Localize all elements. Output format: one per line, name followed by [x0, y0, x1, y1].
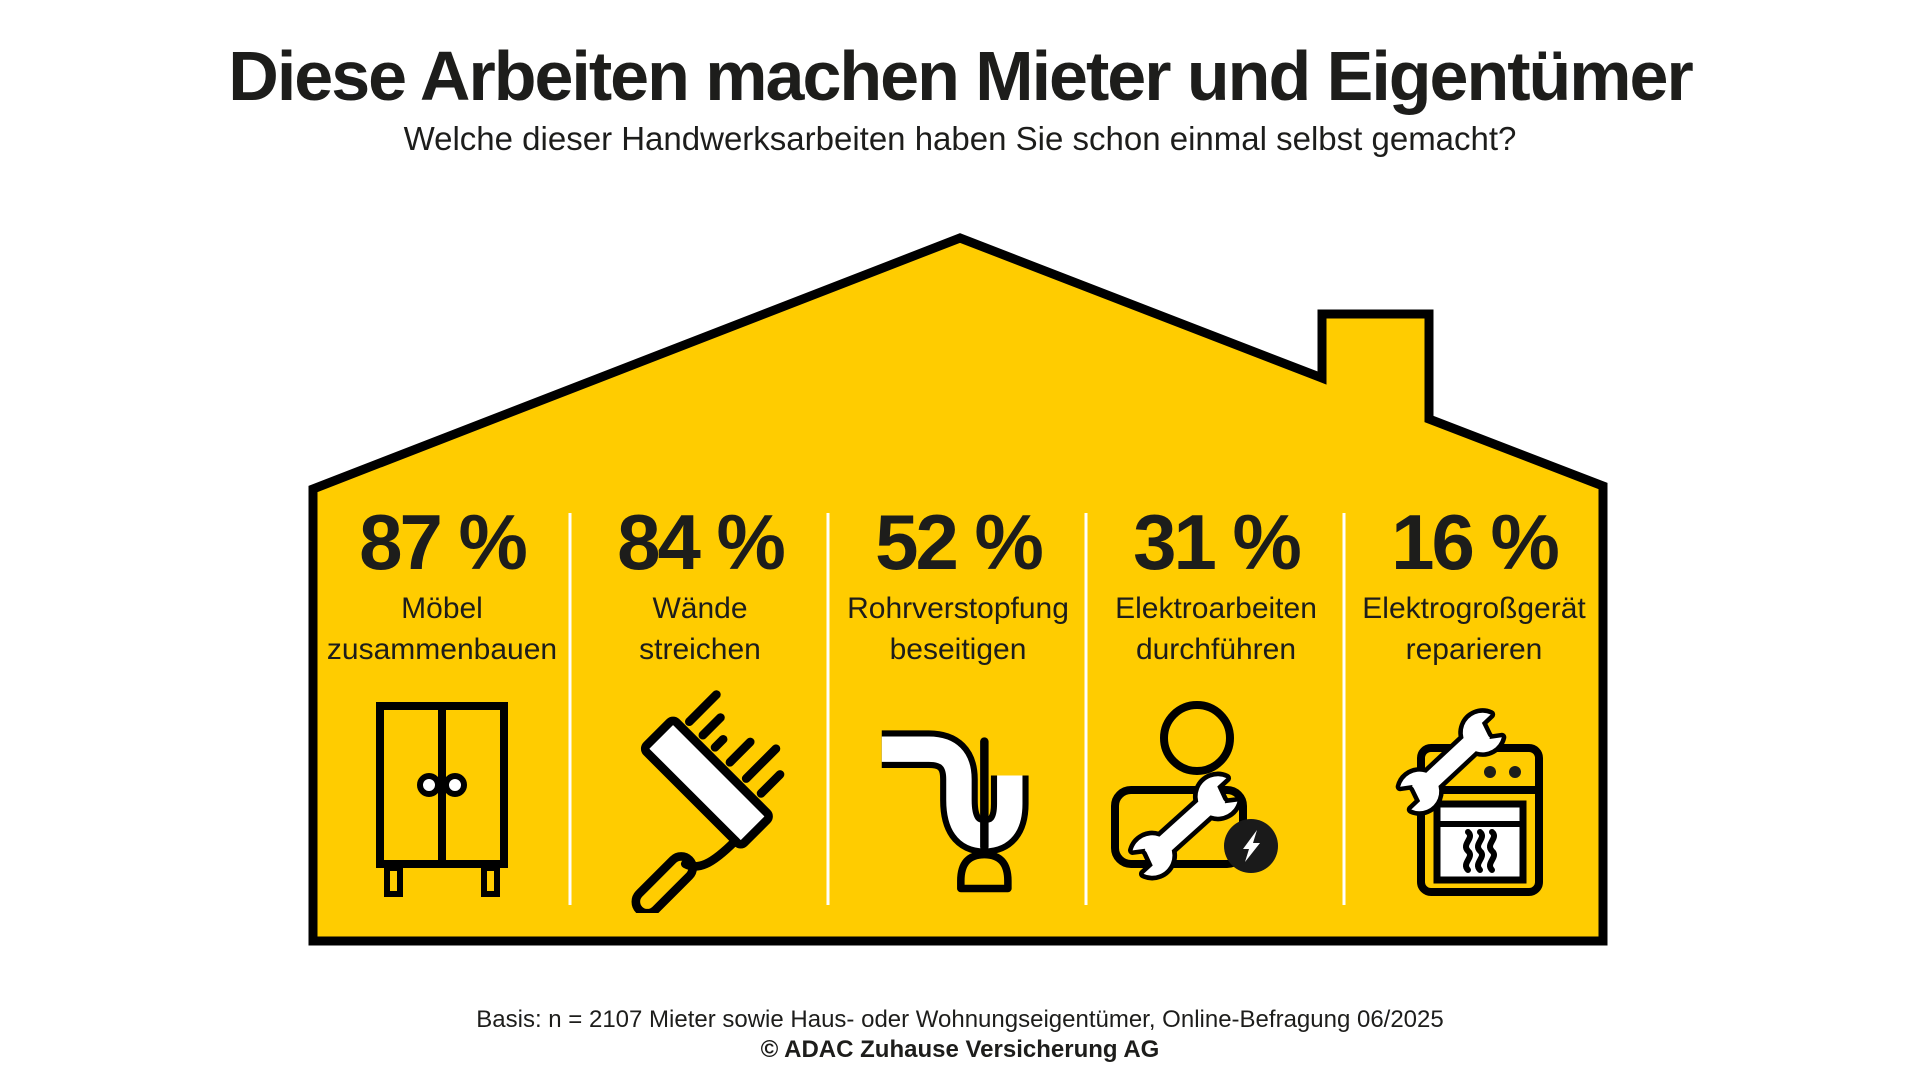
icon-slot [313, 686, 571, 914]
stat-column-rohr: 52 % Rohrverstopfung beseitigen [829, 500, 1087, 670]
stat-value: 84 % [617, 498, 786, 586]
stat-label: Möbel zusammenbauen [313, 588, 571, 670]
stat-column-moebel: 87 % Möbel zusammenbauen [313, 500, 571, 670]
appliance-repair-icon [1389, 700, 1543, 896]
stat-label-line: zusammenbauen [326, 633, 558, 666]
icon-slot [571, 686, 829, 914]
stat-label-line: Möbel [401, 592, 483, 625]
stat-column-elektro: 31 % Elektroarbeiten durchführen [1087, 500, 1345, 670]
stat-label: Rohrverstopfung beseitigen [829, 588, 1087, 670]
cabinet-icon [376, 702, 508, 897]
house-outline [308, 233, 1608, 946]
stat-value: 31 % [1133, 498, 1302, 586]
pipe-plunger-icon [881, 730, 1029, 893]
page-subtitle: Welche dieser Handwerksarbeiten haben Si… [403, 120, 1517, 157]
stat-value: 16 % [1391, 498, 1560, 586]
stat-label: Elektrogroßgerät reparieren [1345, 588, 1603, 670]
stat-label-line: Rohrverstopfung [847, 592, 1069, 625]
icon-slot [1345, 686, 1603, 914]
electrician-icon [1110, 700, 1278, 903]
copyright-note: © ADAC Zuhause Versicherung AG [760, 1036, 1160, 1063]
column-divider [568, 513, 572, 905]
stat-label: Wände streichen [571, 588, 829, 670]
page-title: Diese Arbeiten machen Mieter und Eigentü… [228, 37, 1693, 115]
column-divider [1342, 513, 1346, 905]
stat-column-geraet: 16 % Elektrogroßgerät reparieren [1345, 500, 1603, 670]
stat-label-line: beseitigen [889, 633, 1027, 666]
stat-label-line: Elektroarbeiten [1115, 592, 1317, 625]
stat-label-line: reparieren [1405, 633, 1543, 666]
paint-roller-icon [631, 689, 785, 913]
icon-slot [829, 686, 1087, 914]
column-divider [1084, 513, 1088, 905]
stat-label-line: streichen [639, 633, 761, 666]
stat-label-line: Elektrogroßgerät [1362, 592, 1586, 625]
stat-value: 87 % [359, 498, 528, 586]
column-divider [826, 513, 830, 905]
stat-column-waende: 84 % Wände streichen [571, 500, 829, 670]
source-note: Basis: n = 2107 Mieter sowie Haus- oder … [476, 1006, 1444, 1033]
stat-label-line: Wände [652, 592, 748, 625]
stat-label: Elektroarbeiten durchführen [1087, 588, 1345, 670]
stat-value: 52 % [875, 498, 1044, 586]
stat-label-line: durchführen [1135, 633, 1297, 666]
icon-slot [1087, 686, 1345, 914]
